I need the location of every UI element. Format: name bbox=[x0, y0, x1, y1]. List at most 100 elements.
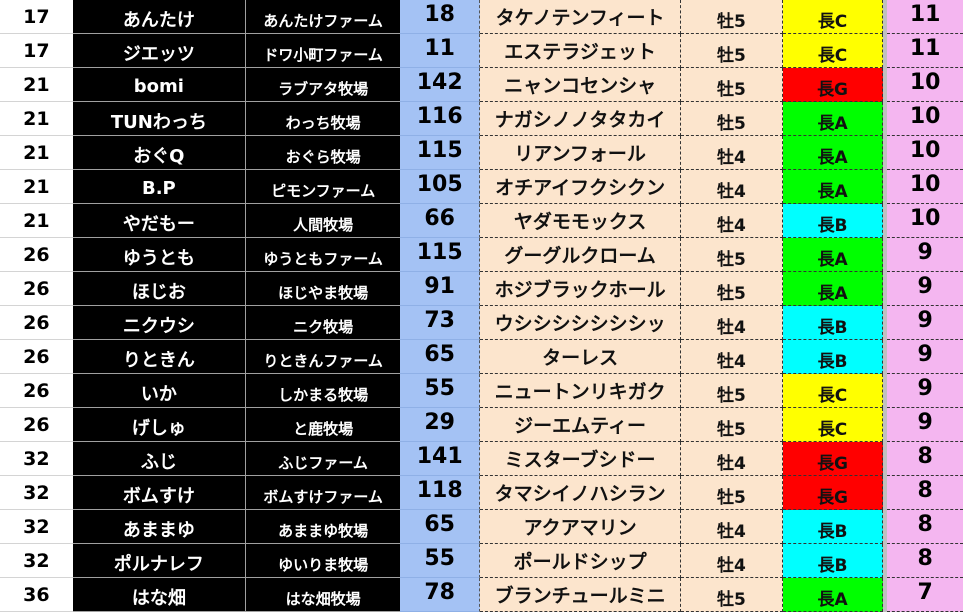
rank-cell[interactable]: 17 bbox=[0, 0, 73, 34]
number-cell[interactable]: 115 bbox=[400, 238, 481, 272]
sex-age-cell[interactable]: 牡5 bbox=[681, 0, 783, 34]
owner-name-cell[interactable]: ニクウシ bbox=[72, 306, 246, 340]
horse-name-cell[interactable]: ヤダモモックス bbox=[480, 204, 682, 238]
number-cell[interactable]: 65 bbox=[400, 340, 481, 374]
rank-cell[interactable]: 32 bbox=[0, 476, 73, 510]
horse-name-cell[interactable]: オチアイフクシクン bbox=[480, 170, 682, 204]
grade-cell[interactable]: 長B bbox=[782, 306, 884, 340]
grade-cell[interactable]: 長B bbox=[782, 340, 884, 374]
points-cell[interactable]: 11 bbox=[887, 0, 963, 34]
grade-cell[interactable]: 長A bbox=[782, 272, 884, 306]
sex-age-cell[interactable]: 牡4 bbox=[681, 306, 783, 340]
rank-cell[interactable]: 21 bbox=[0, 102, 73, 136]
farm-name-cell[interactable]: ほじやま牧場 bbox=[245, 272, 401, 306]
rank-cell[interactable]: 36 bbox=[0, 578, 73, 612]
owner-name-cell[interactable]: ポルナレフ bbox=[72, 544, 246, 578]
horse-name-cell[interactable]: タマシイノハシラン bbox=[480, 476, 682, 510]
sex-age-cell[interactable]: 牡5 bbox=[681, 578, 783, 612]
grade-cell[interactable]: 長A bbox=[782, 238, 884, 272]
grade-cell[interactable]: 長A bbox=[782, 136, 884, 170]
horse-name-cell[interactable]: タケノテンフィート bbox=[480, 0, 682, 34]
owner-name-cell[interactable]: やだもー bbox=[72, 204, 246, 238]
owner-name-cell[interactable]: bomi bbox=[72, 68, 246, 102]
farm-name-cell[interactable]: ゆうともファーム bbox=[245, 238, 401, 272]
points-cell[interactable]: 10 bbox=[887, 136, 963, 170]
farm-name-cell[interactable]: あままゆ牧場 bbox=[245, 510, 401, 544]
horse-name-cell[interactable]: ニュートンリキガク bbox=[480, 374, 682, 408]
number-cell[interactable]: 91 bbox=[400, 272, 481, 306]
number-cell[interactable]: 115 bbox=[400, 136, 481, 170]
points-cell[interactable]: 8 bbox=[887, 510, 963, 544]
farm-name-cell[interactable]: はな畑牧場 bbox=[245, 578, 401, 612]
farm-name-cell[interactable]: 人間牧場 bbox=[245, 204, 401, 238]
horse-name-cell[interactable]: アクアマリン bbox=[480, 510, 682, 544]
farm-name-cell[interactable]: あんたけファーム bbox=[245, 0, 401, 34]
owner-name-cell[interactable]: あままゆ bbox=[72, 510, 246, 544]
owner-name-cell[interactable]: りときん bbox=[72, 340, 246, 374]
number-cell[interactable]: 66 bbox=[400, 204, 481, 238]
sex-age-cell[interactable]: 牡5 bbox=[681, 34, 783, 68]
number-cell[interactable]: 65 bbox=[400, 510, 481, 544]
owner-name-cell[interactable]: ふじ bbox=[72, 442, 246, 476]
sex-age-cell[interactable]: 牡5 bbox=[681, 374, 783, 408]
rank-cell[interactable]: 26 bbox=[0, 374, 73, 408]
owner-name-cell[interactable]: はな畑 bbox=[72, 578, 246, 612]
number-cell[interactable]: 116 bbox=[400, 102, 481, 136]
horse-name-cell[interactable]: ニャンコセンシャ bbox=[480, 68, 682, 102]
rank-cell[interactable]: 26 bbox=[0, 272, 73, 306]
points-cell[interactable]: 9 bbox=[887, 340, 963, 374]
number-cell[interactable]: 73 bbox=[400, 306, 481, 340]
owner-name-cell[interactable]: げしゅ bbox=[72, 408, 246, 442]
horse-name-cell[interactable]: ナガシノノタタカイ bbox=[480, 102, 682, 136]
grade-cell[interactable]: 長A bbox=[782, 102, 884, 136]
owner-name-cell[interactable]: ゆうとも bbox=[72, 238, 246, 272]
number-cell[interactable]: 142 bbox=[400, 68, 481, 102]
points-cell[interactable]: 7 bbox=[887, 578, 963, 612]
owner-name-cell[interactable]: B.P bbox=[72, 170, 246, 204]
points-cell[interactable]: 10 bbox=[887, 68, 963, 102]
farm-name-cell[interactable]: ニク牧場 bbox=[245, 306, 401, 340]
grade-cell[interactable]: 長C bbox=[782, 408, 884, 442]
farm-name-cell[interactable]: ボムすけファーム bbox=[245, 476, 401, 510]
sex-age-cell[interactable]: 牡5 bbox=[681, 68, 783, 102]
sex-age-cell[interactable]: 牡5 bbox=[681, 408, 783, 442]
owner-name-cell[interactable]: TUNわっち bbox=[72, 102, 246, 136]
points-cell[interactable]: 10 bbox=[887, 102, 963, 136]
sex-age-cell[interactable]: 牡5 bbox=[681, 238, 783, 272]
points-cell[interactable]: 9 bbox=[887, 238, 963, 272]
sex-age-cell[interactable]: 牡4 bbox=[681, 510, 783, 544]
sex-age-cell[interactable]: 牡4 bbox=[681, 204, 783, 238]
points-cell[interactable]: 8 bbox=[887, 476, 963, 510]
grade-cell[interactable]: 長B bbox=[782, 510, 884, 544]
points-cell[interactable]: 10 bbox=[887, 170, 963, 204]
number-cell[interactable]: 78 bbox=[400, 578, 481, 612]
horse-name-cell[interactable]: エステラジェット bbox=[480, 34, 682, 68]
farm-name-cell[interactable]: おぐら牧場 bbox=[245, 136, 401, 170]
points-cell[interactable]: 9 bbox=[887, 408, 963, 442]
number-cell[interactable]: 29 bbox=[400, 408, 481, 442]
owner-name-cell[interactable]: あんたけ bbox=[72, 0, 246, 34]
sex-age-cell[interactable]: 牡4 bbox=[681, 170, 783, 204]
points-cell[interactable]: 10 bbox=[887, 204, 963, 238]
farm-name-cell[interactable]: と鹿牧場 bbox=[245, 408, 401, 442]
horse-name-cell[interactable]: ブランチュールミニ bbox=[480, 578, 682, 612]
grade-cell[interactable]: 長B bbox=[782, 204, 884, 238]
rank-cell[interactable]: 21 bbox=[0, 204, 73, 238]
number-cell[interactable]: 105 bbox=[400, 170, 481, 204]
sex-age-cell[interactable]: 牡5 bbox=[681, 476, 783, 510]
points-cell[interactable]: 9 bbox=[887, 272, 963, 306]
grade-cell[interactable]: 長G bbox=[782, 476, 884, 510]
grade-cell[interactable]: 長A bbox=[782, 170, 884, 204]
points-cell[interactable]: 8 bbox=[887, 544, 963, 578]
number-cell[interactable]: 141 bbox=[400, 442, 481, 476]
points-cell[interactable]: 11 bbox=[887, 34, 963, 68]
points-cell[interactable]: 9 bbox=[887, 374, 963, 408]
sex-age-cell[interactable]: 牡5 bbox=[681, 272, 783, 306]
farm-name-cell[interactable]: ふじファーム bbox=[245, 442, 401, 476]
farm-name-cell[interactable]: ラブアタ牧場 bbox=[245, 68, 401, 102]
farm-name-cell[interactable]: しかまる牧場 bbox=[245, 374, 401, 408]
rank-cell[interactable]: 26 bbox=[0, 306, 73, 340]
number-cell[interactable]: 18 bbox=[400, 0, 481, 34]
horse-name-cell[interactable]: リアンフォール bbox=[480, 136, 682, 170]
grade-cell[interactable]: 長A bbox=[782, 578, 884, 612]
